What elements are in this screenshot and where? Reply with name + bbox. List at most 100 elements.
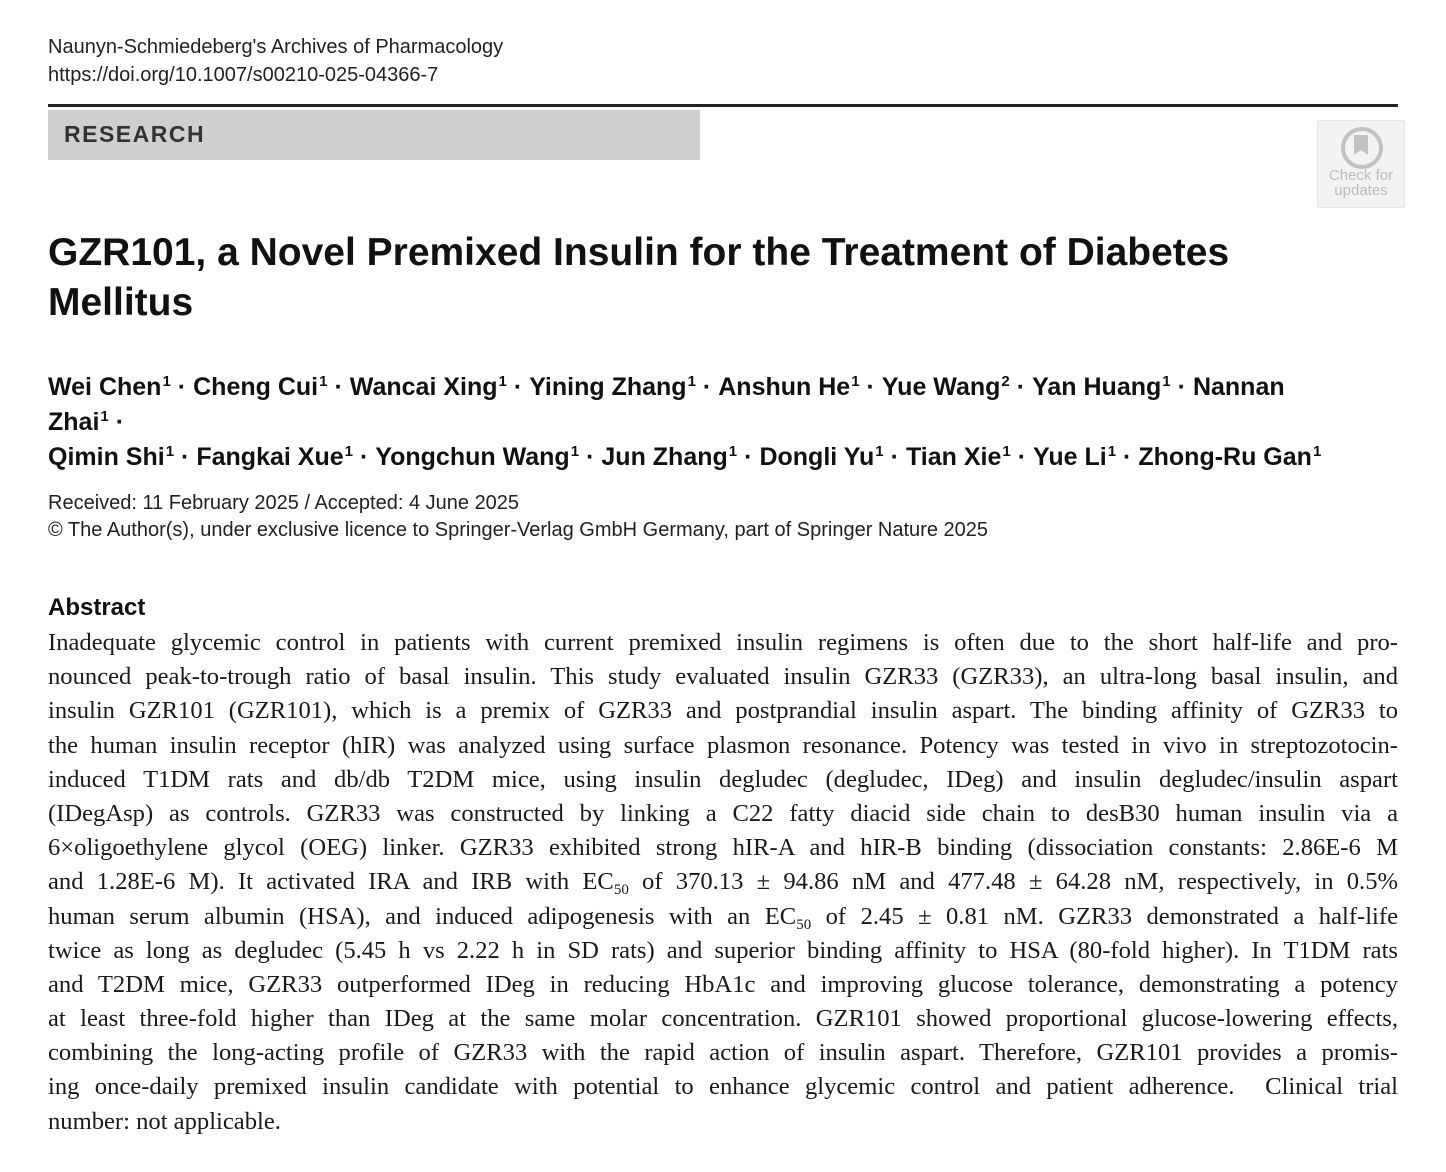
- author-name: Qimin Shi: [48, 443, 165, 471]
- author-separator: ·: [181, 443, 190, 471]
- author-separator: ·: [177, 373, 187, 401]
- header-rule: [48, 104, 1398, 107]
- author-name: Nannan Zhai: [48, 373, 1285, 436]
- publication-info: Received: 11 February 2025 / Accepted: 4…: [48, 490, 988, 544]
- author-name: Yue Wang: [881, 373, 1001, 401]
- author-list: Wei Chen1 · Cheng Cui1 · Wancai Xing1 · Yining…: [48, 370, 1368, 475]
- author-separator: ·: [1177, 373, 1186, 401]
- text-segment: combining the long-acting profile of GZR…: [48, 1039, 1398, 1067]
- author-separator: ·: [586, 443, 595, 471]
- bookmark-icon: [1354, 135, 1368, 155]
- affiliation-mark: 1: [344, 443, 353, 460]
- author-separator: ·: [334, 373, 343, 401]
- author[interactable]: Yongchun Wang1: [375, 443, 579, 471]
- affiliation-mark: 1: [875, 443, 884, 460]
- author-name: Fangkai Xue: [196, 443, 344, 471]
- text-segment: nounced peak-to-trough ratio of basal in…: [48, 663, 1398, 691]
- text-segment: number: not applicable.: [48, 1107, 281, 1135]
- text-segment: 6×oligoethylene glycol (OEG) linker. GZR…: [48, 834, 1398, 862]
- journal-name: Naunyn-Schmiedeberg's Archives of Pharma…: [48, 36, 504, 58]
- text-segment: human serum albumin (HSA), and induced a…: [48, 902, 797, 930]
- author-name: Tian Xie: [905, 443, 1002, 471]
- journal-header: Naunyn-Schmiedeberg's Archives of Pharma…: [48, 33, 503, 89]
- abstract-heading: Abstract: [48, 594, 146, 621]
- author[interactable]: Yue Li1: [1033, 443, 1116, 471]
- text-segment: the human insulin receptor (hIR) was ana…: [48, 731, 1398, 759]
- text-segment: and T2DM mice, GZR33 outperformed IDeg i…: [48, 970, 1398, 998]
- author-separator: ·: [1123, 443, 1132, 471]
- affiliation-mark: 1: [100, 408, 109, 425]
- badge-line1: Check for: [1328, 167, 1394, 184]
- author[interactable]: Fangkai Xue1: [196, 443, 353, 471]
- author-separator: ·: [115, 408, 125, 436]
- author-name: Wei Chen: [48, 373, 162, 401]
- crossmark-icon: [1341, 127, 1383, 169]
- author-separator: ·: [1017, 443, 1027, 471]
- author-separator: ·: [359, 443, 369, 471]
- author-separator: ·: [744, 443, 753, 471]
- doi-link[interactable]: https://doi.org/10.1007/s00210-025-04366…: [48, 64, 439, 86]
- affiliation-mark: 1: [1312, 443, 1322, 460]
- author[interactable]: Wancai Xing1: [350, 373, 507, 401]
- text-segment: insulin GZR101 (GZR101), which is a prem…: [48, 697, 1398, 725]
- author[interactable]: Jun Zhang1: [601, 443, 737, 471]
- affiliation-mark: 1: [319, 373, 328, 390]
- author[interactable]: Dongli Yu1: [759, 443, 883, 471]
- author-name: Yue Li: [1033, 443, 1107, 471]
- author-separator: ·: [1016, 373, 1026, 401]
- author[interactable]: Tian Xie1: [906, 443, 1011, 471]
- section-label-bar: RESEARCH: [48, 110, 700, 160]
- affiliation-mark: 1: [1162, 373, 1171, 390]
- author[interactable]: Cheng Cui1: [193, 373, 327, 401]
- section-label: RESEARCH: [64, 121, 206, 147]
- check-for-updates-button[interactable]: Check for updates: [1317, 120, 1405, 208]
- author-name: Cheng Cui: [193, 373, 319, 401]
- abstract-line: insulin GZR101 (GZR101), which is a prem…: [48, 694, 1398, 728]
- abstract-line: Inadequate glycemic control in patients …: [48, 626, 1398, 660]
- affiliation-mark: 2: [1001, 373, 1010, 390]
- affiliation-mark: 1: [851, 373, 860, 390]
- affiliation-mark: 1: [162, 373, 171, 390]
- author-name: Dongli Yu: [759, 443, 875, 471]
- affiliation-mark: 1: [728, 443, 738, 460]
- author[interactable]: Yue Wang2: [882, 373, 1010, 401]
- abstract-line: at least three-fold higher than IDeg at …: [48, 1002, 1398, 1036]
- abstract-body: Inadequate glycemic control in patients …: [48, 626, 1398, 1139]
- abstract-line: nounced peak-to-trough ratio of basal in…: [48, 660, 1398, 694]
- affiliation-mark: 1: [570, 443, 580, 460]
- author-name: Zhong-Ru Gan: [1138, 443, 1312, 471]
- badge-text: Check for updates: [1318, 168, 1404, 198]
- subscript: 50: [613, 882, 629, 899]
- subscript: 50: [796, 916, 812, 933]
- author[interactable]: Qimin Shi1: [48, 443, 174, 471]
- affiliation-mark: 1: [1002, 443, 1011, 460]
- text-segment: of 370.13 ± 94.86 nM and 477.48 ± 64.28 …: [628, 868, 1398, 896]
- author[interactable]: Nannan Zhai1: [48, 373, 1285, 436]
- text-segment: Inadequate glycemic control in patients …: [48, 629, 1398, 656]
- abstract-line: number: not applicable.: [48, 1105, 1398, 1139]
- author[interactable]: Anshun He1: [718, 373, 859, 401]
- abstract-line: (IDegAsp) as controls. GZR33 was constru…: [48, 797, 1398, 831]
- abstract-line: the human insulin receptor (hIR) was ana…: [48, 729, 1398, 763]
- received-accepted-dates: Received: 11 February 2025 / Accepted: 4…: [48, 492, 520, 514]
- author[interactable]: Yan Huang1: [1032, 373, 1171, 401]
- author-separator: ·: [702, 373, 712, 401]
- author[interactable]: Yining Zhang1: [529, 373, 696, 401]
- text-segment: induced T1DM rats and db/db T2DM mice, u…: [48, 765, 1398, 793]
- author-separator: ·: [513, 373, 523, 401]
- author[interactable]: Zhong-Ru Gan1: [1138, 443, 1321, 471]
- affiliation-mark: 1: [498, 373, 507, 390]
- author-name: Anshun He: [718, 373, 851, 401]
- abstract-line: induced T1DM rats and db/db T2DM mice, u…: [48, 763, 1398, 797]
- author-name: Jun Zhang: [601, 443, 728, 471]
- paper-title: GZR101, a Novel Premixed Insulin for the…: [48, 231, 1230, 324]
- author-name: Yining Zhang: [529, 373, 687, 401]
- text-segment: and 1.28E-6 M). It activated IRA and IRB…: [48, 868, 614, 896]
- text-segment: of 2.45 ± 0.81 nM. GZR33 demonstrated a …: [811, 902, 1398, 930]
- affiliation-mark: 1: [165, 443, 175, 460]
- author[interactable]: Wei Chen1: [48, 373, 171, 401]
- text-segment: ing once-daily premixed insulin candidat…: [48, 1073, 1398, 1101]
- abstract-line: combining the long-acting profile of GZR…: [48, 1036, 1398, 1070]
- affiliation-mark: 1: [1107, 443, 1117, 460]
- text-segment: (IDegAsp) as controls. GZR33 was constru…: [48, 799, 1398, 827]
